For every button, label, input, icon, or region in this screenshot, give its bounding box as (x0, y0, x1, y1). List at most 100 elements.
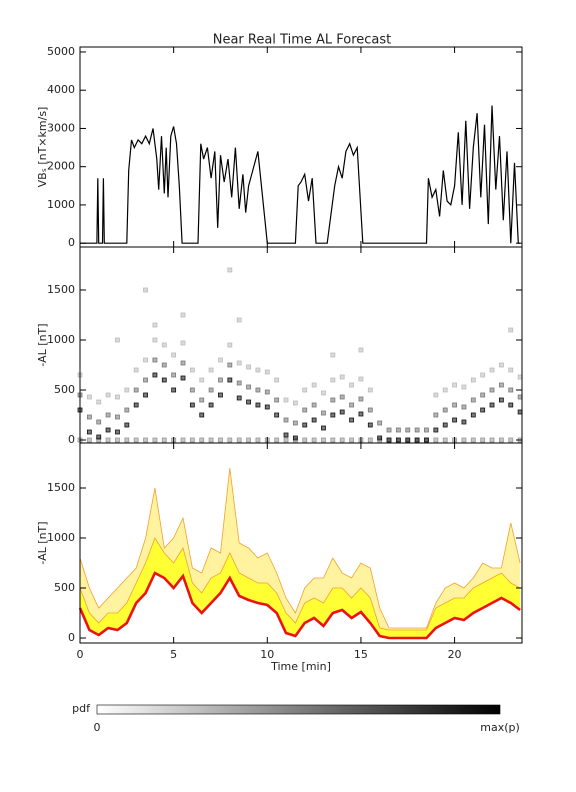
pdf-cell (86, 429, 92, 435)
pdf-cell (274, 397, 280, 403)
pdf-cell (452, 402, 457, 408)
pdf-cell (405, 437, 411, 443)
y-tick-label: 4000 (47, 83, 75, 96)
y-tick-label: 3000 (47, 121, 75, 134)
pdf-cell (152, 337, 158, 343)
pdf-cell (283, 417, 289, 423)
pdf-cell (218, 377, 223, 383)
x-tick-label: 0 (77, 648, 84, 661)
y-tick-label: 1000 (47, 333, 75, 346)
pdf-cell (489, 437, 495, 443)
pdf-cell (367, 422, 373, 428)
pdf-cell (442, 437, 448, 443)
pdf-cell (311, 437, 317, 443)
pdf-cell (189, 387, 195, 393)
chart-title: Near Real Time AL Forecast (213, 33, 392, 48)
pdf-cell (152, 372, 158, 378)
pdf-cell (236, 360, 242, 366)
pdf-cell (358, 396, 364, 402)
pdf-cell (255, 387, 261, 393)
pdf-cell (227, 377, 233, 383)
pdf-cell (180, 340, 186, 346)
pdf-cell (311, 417, 317, 423)
pdf-cell (133, 387, 139, 393)
pdf-cell (292, 420, 298, 426)
pdf-cell (143, 357, 148, 363)
pdf-cell (274, 377, 280, 383)
pdf-cell (367, 407, 373, 413)
y-tick-label: 500 (54, 581, 75, 594)
pdf-cell (433, 437, 439, 443)
pdf-cell (199, 397, 205, 403)
pdf-cell (470, 377, 476, 383)
data-line (80, 105, 521, 244)
pdf-cell (386, 437, 392, 443)
pdf-cell (302, 387, 308, 393)
x-axis-label: Time [min] (270, 660, 331, 673)
pdf-cell (264, 369, 270, 375)
pdf-cell (339, 394, 345, 400)
plot-frame (79, 246, 523, 444)
x-tick-label: 5 (170, 648, 177, 661)
pdf-cell (349, 382, 354, 388)
pdf-cell (489, 402, 495, 408)
band-area (80, 573, 521, 638)
pdf-cell (424, 437, 429, 443)
pdf-cell (255, 437, 261, 443)
pdf-cell (105, 437, 111, 443)
colorbar (96, 704, 501, 715)
pdf-cell (255, 367, 261, 373)
pdf-cell (96, 419, 102, 425)
pdf-cell (321, 425, 326, 431)
pdf-cell (246, 437, 251, 443)
pdf-cell (246, 384, 251, 390)
pdf-cell (264, 389, 270, 395)
pdf-cell (349, 417, 354, 423)
pdf-cell (189, 402, 195, 408)
pdf-cell (96, 434, 102, 440)
pdf-cell (96, 399, 102, 405)
y-tick-label: 2000 (47, 160, 75, 173)
pdf-cell (218, 437, 223, 443)
pdf-cell (386, 427, 392, 433)
pdf-cell (180, 437, 186, 443)
pdf-cell (86, 394, 92, 400)
pdf-cell (218, 357, 223, 363)
pdf-cell (330, 352, 336, 358)
pdf-cell (274, 437, 280, 443)
pdf-cell (236, 395, 242, 401)
pdf-cell (199, 437, 205, 443)
pdf-cell (508, 437, 514, 443)
pdf-cell (227, 267, 233, 273)
y-tick-label: 0 (68, 236, 75, 249)
pdf-cell (227, 342, 233, 348)
y-tick-label: 1500 (47, 481, 75, 494)
pdf-cell (274, 412, 280, 418)
pdf-cell (236, 380, 242, 386)
pdf-cell (283, 432, 289, 438)
pdf-cell (208, 402, 214, 408)
pdf-cell (199, 412, 205, 418)
pdf-cell (124, 437, 130, 443)
pdf-cell (115, 414, 120, 420)
pdf-cell (489, 387, 495, 393)
pdf-cell (433, 392, 439, 398)
pdf-cell (161, 362, 167, 368)
pdf-cell (143, 287, 148, 293)
pdf-cell (498, 382, 504, 388)
pdf-cell (133, 402, 139, 408)
pdf-cell (405, 427, 411, 433)
pdf-cell (208, 367, 214, 373)
pdf-cell (311, 382, 317, 388)
pdf-cell (311, 402, 317, 408)
pdf-cell (339, 374, 345, 380)
panel: 0 500 1000 1500 0 5 10 15 20 -AL [nT] (36, 442, 523, 661)
pdf-cell (330, 377, 336, 383)
pdf-cell (339, 437, 345, 443)
pdf-cell (227, 362, 233, 368)
pdf-cell (143, 437, 148, 443)
pdf-cell (442, 387, 448, 393)
pdf-cell (180, 312, 186, 318)
pdf-cell (339, 409, 345, 415)
